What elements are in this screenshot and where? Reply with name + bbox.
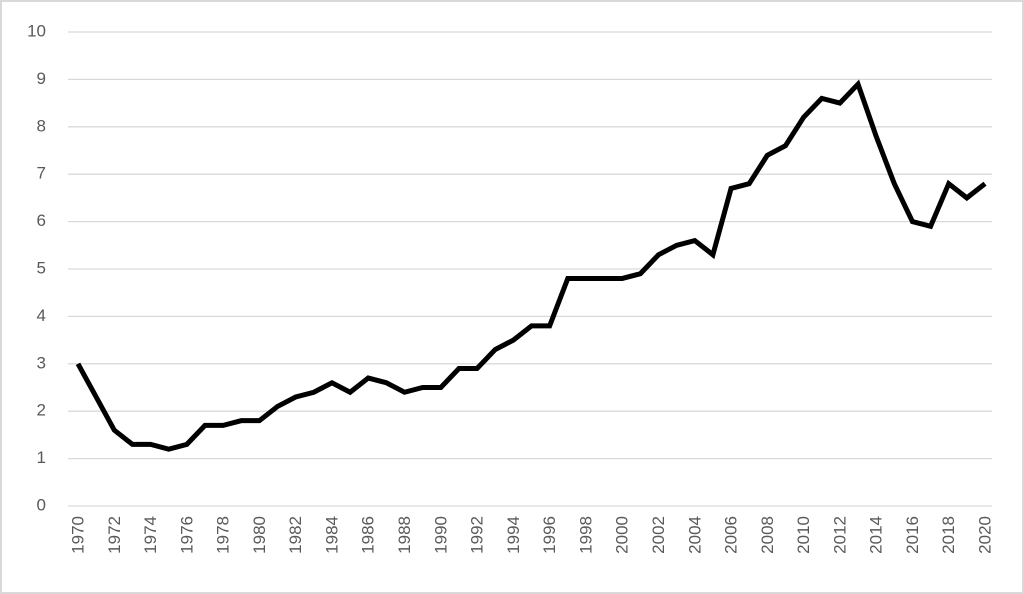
x-tick-label: 1988 xyxy=(395,516,414,554)
x-tick-label: 1992 xyxy=(468,516,487,554)
x-tick-label: 1994 xyxy=(504,516,523,554)
y-tick-label: 1 xyxy=(37,448,46,467)
y-tick-label: 10 xyxy=(27,21,46,40)
x-tick-label: 1976 xyxy=(177,516,196,554)
x-tick-label: 1982 xyxy=(286,516,305,554)
x-tick-label: 2018 xyxy=(939,516,958,554)
y-tick-label: 8 xyxy=(37,116,46,135)
x-tick-label: 1990 xyxy=(431,516,450,554)
x-tick-label: 1980 xyxy=(250,516,269,554)
x-tick-label: 1970 xyxy=(69,516,88,554)
y-tick-label: 7 xyxy=(37,164,46,183)
y-tick-label: 9 xyxy=(37,69,46,88)
y-tick-label: 0 xyxy=(37,495,46,514)
x-tick-label: 2010 xyxy=(794,516,813,554)
x-tick-label: 2020 xyxy=(976,516,995,554)
x-tick-label: 1974 xyxy=(141,516,160,554)
x-tick-label: 2012 xyxy=(830,516,849,554)
x-tick-label: 1996 xyxy=(540,516,559,554)
data-line xyxy=(75,79,987,452)
x-tick-label: 2008 xyxy=(758,516,777,554)
x-tick-label: 2004 xyxy=(685,516,704,554)
x-tick-label: 1986 xyxy=(359,516,378,554)
y-tick-label: 6 xyxy=(37,211,46,230)
y-tick-label: 2 xyxy=(37,401,46,420)
x-tick-label: 1998 xyxy=(576,516,595,554)
x-tick-label: 1978 xyxy=(214,516,233,554)
x-tick-label: 2002 xyxy=(649,516,668,554)
y-tick-label: 5 xyxy=(37,258,46,277)
x-tick-label: 1972 xyxy=(105,516,124,554)
x-tick-label: 2016 xyxy=(903,516,922,554)
x-tick-label: 2014 xyxy=(867,516,886,554)
x-tick-label: 2000 xyxy=(613,516,632,554)
y-tick-label: 3 xyxy=(37,353,46,372)
x-tick-label: 1984 xyxy=(322,516,341,554)
x-tick-label: 2006 xyxy=(722,516,741,554)
y-tick-label: 4 xyxy=(37,306,46,325)
